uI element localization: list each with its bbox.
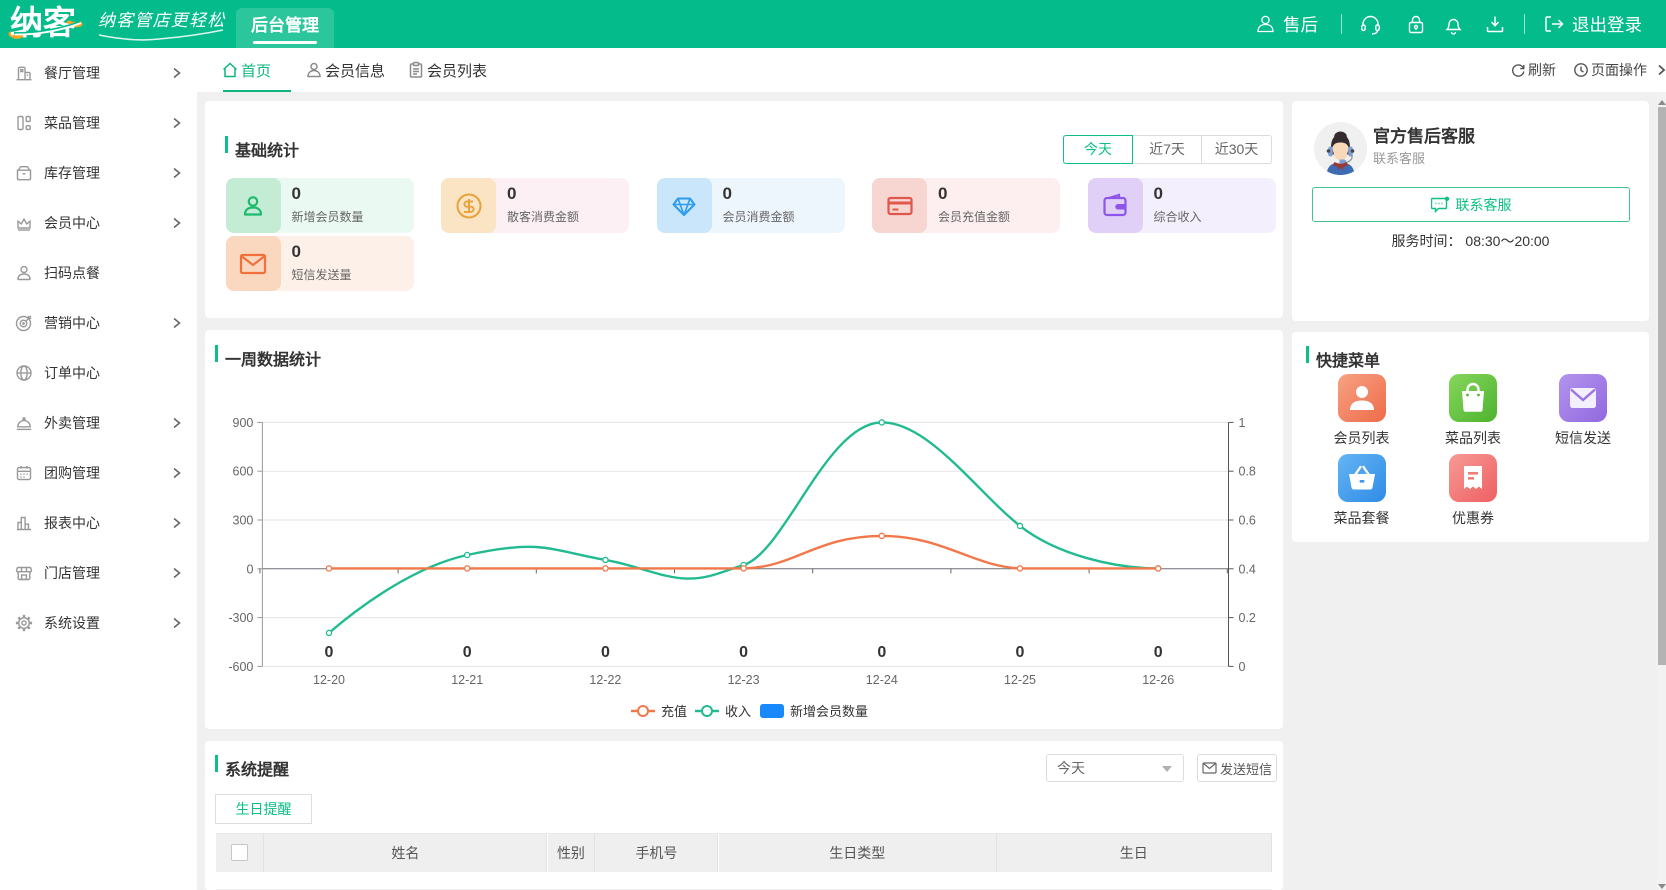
svg-text:纳客: 纳客 (10, 4, 76, 41)
svg-text:12-23: 12-23 (728, 673, 760, 687)
svg-text:12-26: 12-26 (1142, 673, 1174, 687)
svg-text:0: 0 (1016, 644, 1025, 661)
svg-text:收入: 收入 (725, 704, 751, 719)
svg-text:0.2: 0.2 (1239, 611, 1256, 625)
svg-text:0: 0 (739, 644, 748, 661)
svg-text:纳客管店更轻松: 纳客管店更轻松 (98, 11, 226, 30)
svg-text:0: 0 (463, 644, 472, 661)
svg-text:0: 0 (877, 644, 886, 661)
svg-text:12-20: 12-20 (313, 673, 345, 687)
svg-text:0: 0 (601, 644, 610, 661)
svg-text:0: 0 (1154, 644, 1163, 661)
svg-text:0: 0 (325, 644, 334, 661)
svg-text:0: 0 (1239, 660, 1246, 674)
svg-text:12-24: 12-24 (866, 673, 898, 687)
svg-text:0.6: 0.6 (1239, 514, 1256, 528)
svg-text:900: 900 (233, 416, 254, 430)
svg-text:300: 300 (233, 514, 254, 528)
svg-text:-600: -600 (228, 660, 253, 674)
svg-text:新增会员数量: 新增会员数量 (790, 704, 868, 719)
svg-text:12-25: 12-25 (1004, 673, 1036, 687)
svg-text:1: 1 (1239, 416, 1246, 430)
svg-text:12-21: 12-21 (451, 673, 483, 687)
svg-text:0.4: 0.4 (1239, 562, 1256, 576)
svg-text:充值: 充值 (661, 704, 687, 719)
svg-text:0: 0 (246, 562, 253, 576)
svg-text:-300: -300 (228, 611, 253, 625)
svg-text:12-22: 12-22 (589, 673, 621, 687)
svg-text:600: 600 (233, 465, 254, 479)
svg-text:0.8: 0.8 (1239, 465, 1256, 479)
